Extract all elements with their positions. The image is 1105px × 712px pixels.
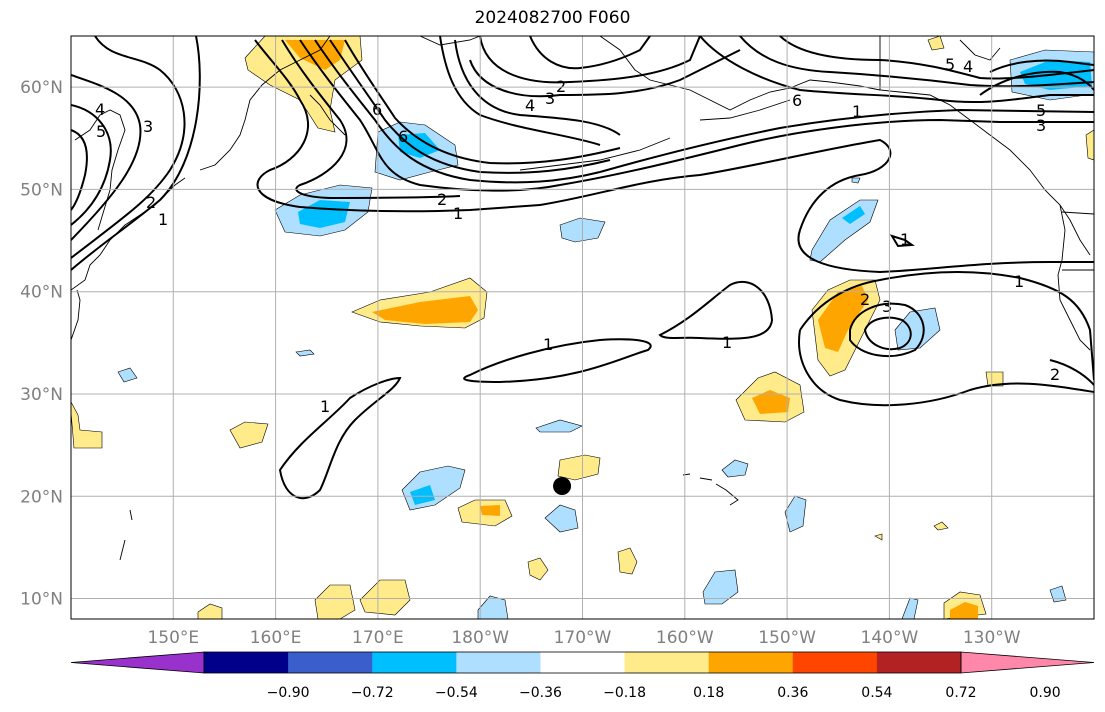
contour-label: 6 — [372, 100, 382, 119]
lat-tick-label: 40°N — [20, 283, 63, 303]
colorbar-extend-low — [70, 651, 205, 674]
contour-label: 3 — [143, 117, 153, 136]
colorbar-frame — [203, 651, 962, 674]
lon-tick-label: 160°E — [250, 628, 302, 648]
contour-labels: 4 5 3 2 1 6 2 3 4 6 1 5 4 5 3 6 2 1 1 1 … — [95, 55, 1060, 416]
lon-tick-label: 180°W — [451, 628, 509, 648]
colorbar-swatch — [456, 652, 541, 673]
lon-tick-label: 170°W — [554, 628, 612, 648]
contour-label: 5 — [1036, 101, 1046, 120]
colorbar-label: 0.36 — [777, 685, 808, 701]
contour-label: 2 — [1050, 365, 1060, 384]
colorbar: −0.90 −0.72 −0.54 −0.36 −0.18 0.18 0.36 0.54 0.7… — [70, 651, 1095, 701]
contour-label: 1 — [722, 333, 732, 352]
contour-label: 1 — [543, 335, 553, 354]
contour-label: 1 — [1014, 272, 1024, 291]
contour-label: 4 — [525, 96, 535, 115]
map-title: 2024082700 F060 — [474, 8, 631, 28]
lon-tick-label: 150°W — [758, 628, 816, 648]
longitude-labels: 150°E 160°E 170°E 180°W 170°W 160°W 150°W 140°W… — [147, 628, 1020, 648]
colorbar-label: −0.90 — [267, 685, 310, 701]
contour-label: 2 — [556, 77, 566, 96]
colorbar-swatch — [288, 652, 373, 673]
map-area: 4 5 3 2 1 6 2 3 4 6 1 5 4 5 3 6 2 1 1 1 … — [71, 36, 1094, 619]
colorbar-label: −0.36 — [519, 685, 562, 701]
contour-label: 5 — [96, 122, 106, 141]
colorbar-label: −0.18 — [603, 685, 646, 701]
colorbar-label: 0.72 — [945, 685, 976, 701]
contour-label: 4 — [95, 100, 105, 119]
colorbar-swatch — [372, 652, 457, 673]
colorbar-swatch — [876, 652, 962, 673]
lat-tick-label: 30°N — [20, 385, 63, 405]
negative-anomaly-shading — [117, 49, 1094, 619]
contour-label: 6 — [792, 91, 802, 110]
contour-label: 1 — [453, 204, 463, 223]
colorbar-swatch — [540, 652, 626, 673]
lon-tick-label: 140°W — [861, 628, 919, 648]
lon-tick-label: 130°W — [963, 628, 1021, 648]
location-marker — [553, 477, 572, 496]
colorbar-label: −0.72 — [351, 685, 394, 701]
latitude-labels: 60°N 50°N 40°N 30°N 20°N 10°N — [20, 78, 63, 609]
colorbar-extend-high — [960, 651, 1095, 674]
lat-tick-label: 50°N — [20, 180, 63, 200]
lon-tick-label: 150°E — [147, 628, 199, 648]
contour-label: 2 — [146, 193, 156, 212]
map-frame — [70, 35, 1095, 620]
colorbar-swatch — [204, 652, 289, 673]
contour-label: 1 — [852, 102, 862, 121]
positive-anomaly-shading — [71, 36, 1094, 619]
lat-tick-label: 20°N — [20, 487, 63, 507]
contour-label: 3 — [545, 89, 555, 108]
contour-label: 3 — [882, 297, 892, 316]
contour-label: 1 — [900, 230, 910, 249]
colorbar-label: −0.54 — [435, 685, 478, 701]
contour-label: 2 — [860, 290, 870, 309]
colorbar-swatch — [624, 652, 710, 673]
contour-label: 1 — [320, 397, 330, 416]
lat-tick-label: 60°N — [20, 78, 63, 98]
lon-tick-label: 160°W — [656, 628, 714, 648]
colorbar-swatch — [792, 652, 878, 673]
contour-label: 6 — [398, 127, 408, 146]
grid-lines — [71, 36, 1094, 619]
contour-label: 2 — [437, 190, 447, 209]
contour-label: 5 — [945, 55, 955, 74]
lat-tick-label: 10°N — [20, 590, 63, 610]
contour-lines — [71, 36, 1094, 500]
colorbar-swatch — [708, 652, 794, 673]
contour-label: 3 — [1036, 116, 1046, 135]
lon-tick-label: 170°E — [352, 628, 404, 648]
contour-label: 1 — [158, 210, 168, 229]
contour-label: 4 — [963, 57, 973, 76]
colorbar-label: 0.54 — [861, 685, 892, 701]
colorbar-label: 0.90 — [1030, 685, 1061, 701]
colorbar-label: 0.18 — [693, 685, 724, 701]
